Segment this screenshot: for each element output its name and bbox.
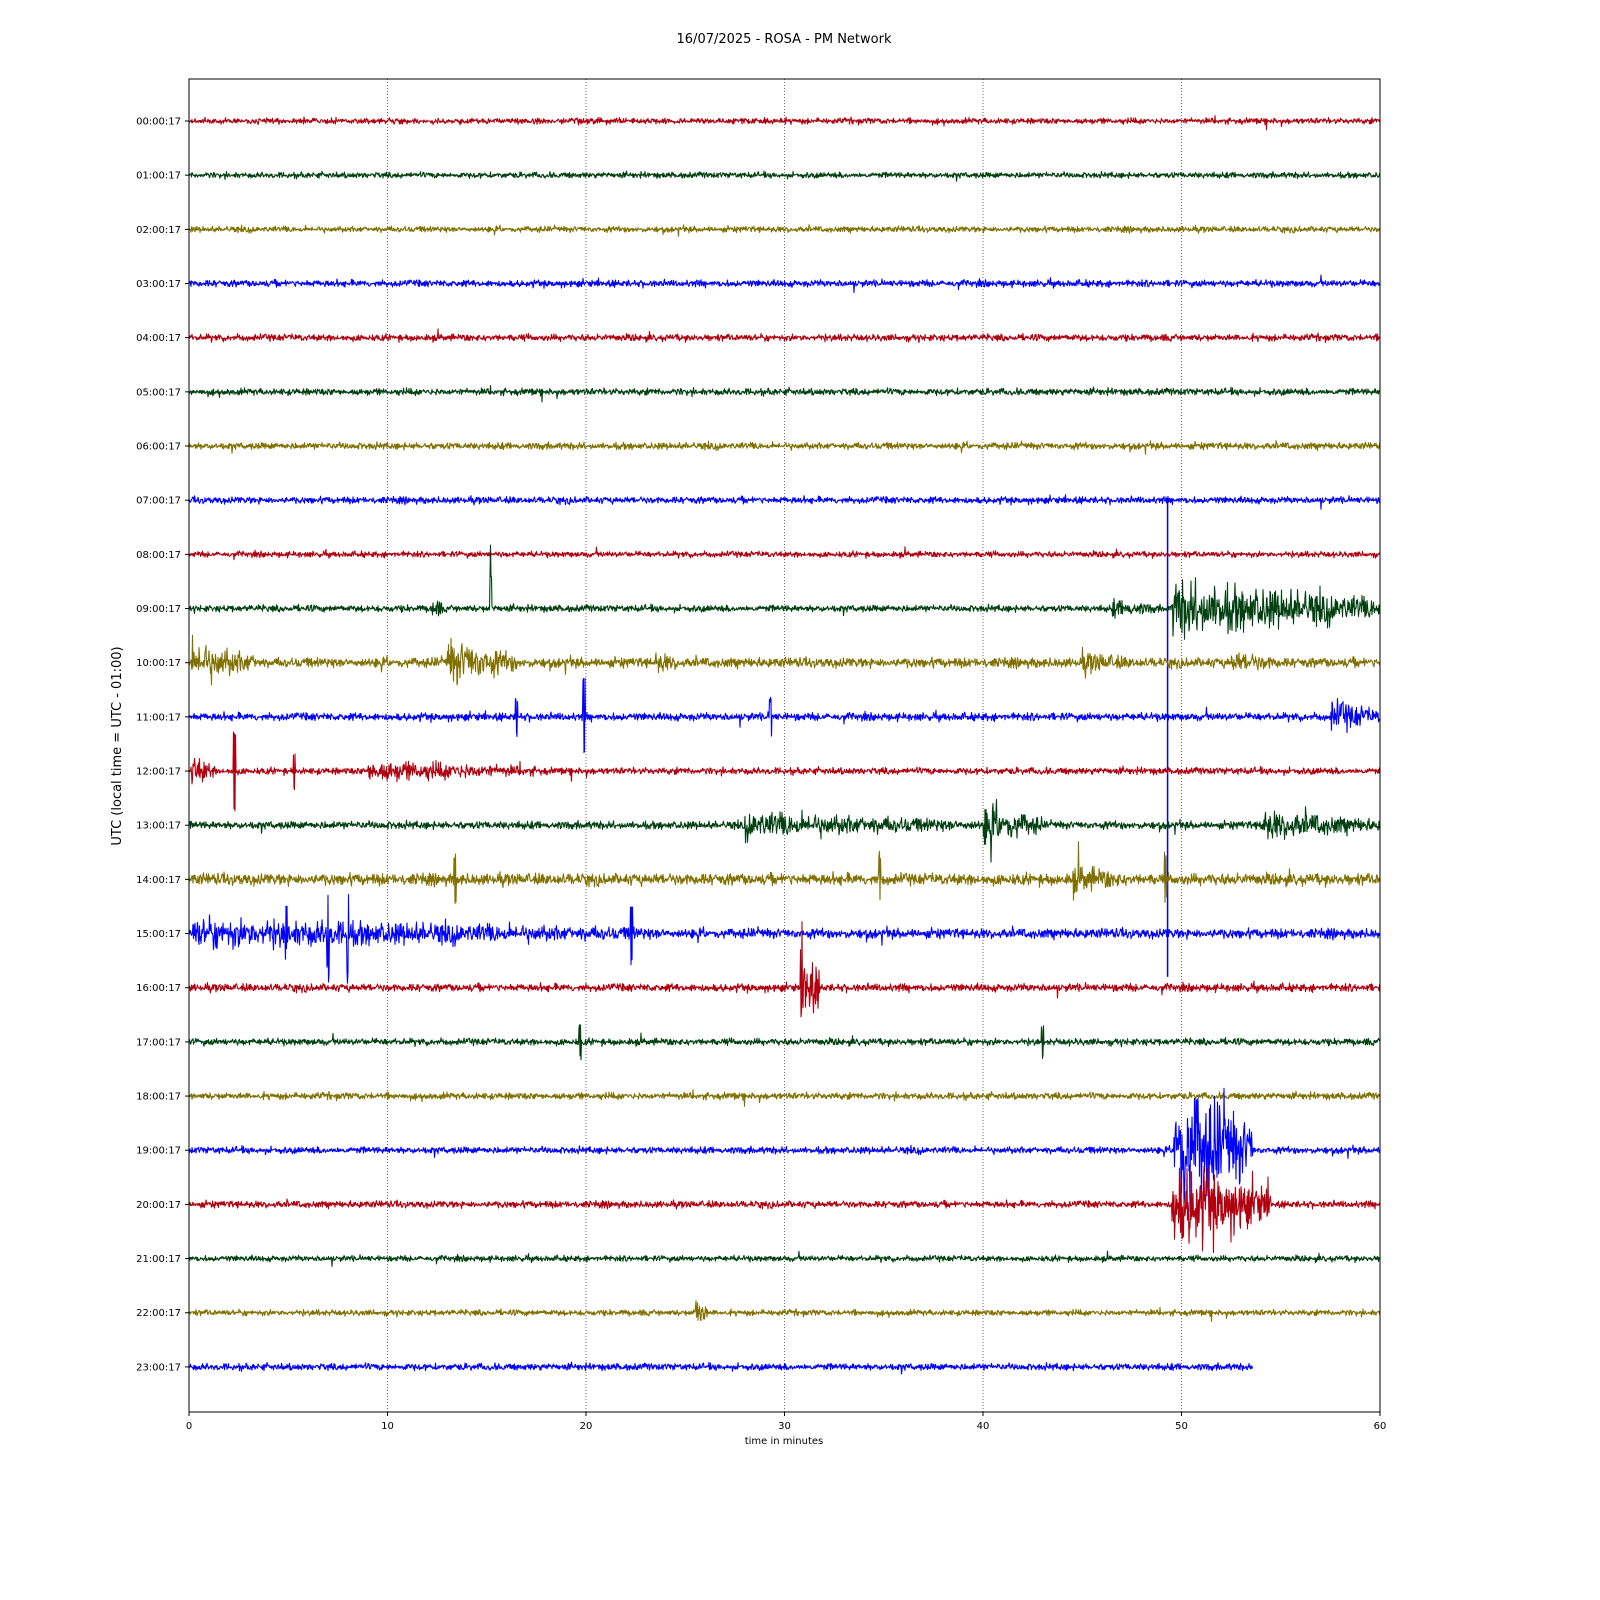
y-axis: 00:00:17 01:00:17 02:00:17 03:00:17 04:00:17… xyxy=(136,117,189,1373)
x-tick-label: 20 xyxy=(580,1421,593,1432)
trace-line xyxy=(188,841,1381,905)
y-tick-label: 21:00:17 xyxy=(136,1254,181,1265)
trace-line xyxy=(188,170,1381,182)
y-tick-label: 16:00:17 xyxy=(136,983,181,994)
y-tick-label: 08:00:17 xyxy=(136,550,181,561)
y-tick-label: 22:00:17 xyxy=(136,1308,181,1319)
y-tick-label: 14:00:17 xyxy=(136,875,181,886)
y-tick-label: 07:00:17 xyxy=(136,496,181,507)
trace-line xyxy=(188,274,1381,294)
trace-line xyxy=(188,385,1381,403)
trace-line xyxy=(188,544,1381,640)
trace-line xyxy=(188,731,1381,812)
y-tick-label: 20:00:17 xyxy=(136,1200,181,1211)
trace-line xyxy=(188,1024,1381,1061)
y-tick-label: 10:00:17 xyxy=(136,658,181,669)
x-axis: 0 10 20 30 40 50 60 xyxy=(186,1412,1387,1432)
y-axis-label: UTC (local time = UTC - 01:00) xyxy=(110,646,125,845)
y-tick-label: 02:00:17 xyxy=(136,225,181,236)
trace-line xyxy=(188,921,1381,1018)
grid-lines xyxy=(387,79,1182,1412)
y-tick-label: 01:00:17 xyxy=(136,171,181,182)
trace-line xyxy=(188,1165,1381,1254)
y-tick-label: 03:00:17 xyxy=(136,279,181,290)
x-tick-label: 60 xyxy=(1374,1421,1387,1432)
y-tick-label: 13:00:17 xyxy=(136,821,181,832)
trace-line xyxy=(188,1361,1254,1375)
x-tick-label: 50 xyxy=(1175,1421,1188,1432)
chart-title: 16/07/2025 - ROSA - PM Network xyxy=(677,32,892,47)
y-tick-label: 12:00:17 xyxy=(136,767,181,778)
trace-line xyxy=(188,798,1381,863)
trace-line xyxy=(188,328,1381,344)
trace-line xyxy=(188,677,1381,754)
trace-line xyxy=(188,546,1381,561)
trace-line xyxy=(188,224,1381,237)
x-tick-label: 10 xyxy=(381,1421,394,1432)
trace-line xyxy=(188,893,1381,984)
y-tick-label: 04:00:17 xyxy=(136,333,181,344)
trace-line xyxy=(188,440,1381,455)
y-tick-label: 23:00:17 xyxy=(136,1362,181,1373)
trace-line xyxy=(188,115,1381,131)
y-tick-label: 11:00:17 xyxy=(136,712,181,723)
trace-line xyxy=(188,1300,1381,1322)
x-tick-label: 30 xyxy=(778,1421,791,1432)
trace-line xyxy=(188,634,1381,686)
trace-group xyxy=(188,115,1381,1375)
y-tick-label: 17:00:17 xyxy=(136,1037,181,1048)
y-tick-label: 00:00:17 xyxy=(136,117,181,128)
x-axis-label: time in minutes xyxy=(745,1436,824,1447)
trace-line xyxy=(188,1089,1381,1107)
y-tick-label: 05:00:17 xyxy=(136,387,181,398)
y-tick-label: 19:00:17 xyxy=(136,1146,181,1157)
trace-line xyxy=(188,1250,1381,1267)
y-tick-label: 06:00:17 xyxy=(136,442,181,453)
x-tick-label: 40 xyxy=(977,1421,990,1432)
y-tick-label: 18:00:17 xyxy=(136,1092,181,1103)
x-tick-label: 0 xyxy=(186,1421,192,1432)
y-tick-label: 09:00:17 xyxy=(136,604,181,615)
trace-line xyxy=(188,494,1381,510)
y-tick-label: 15:00:17 xyxy=(136,929,181,940)
